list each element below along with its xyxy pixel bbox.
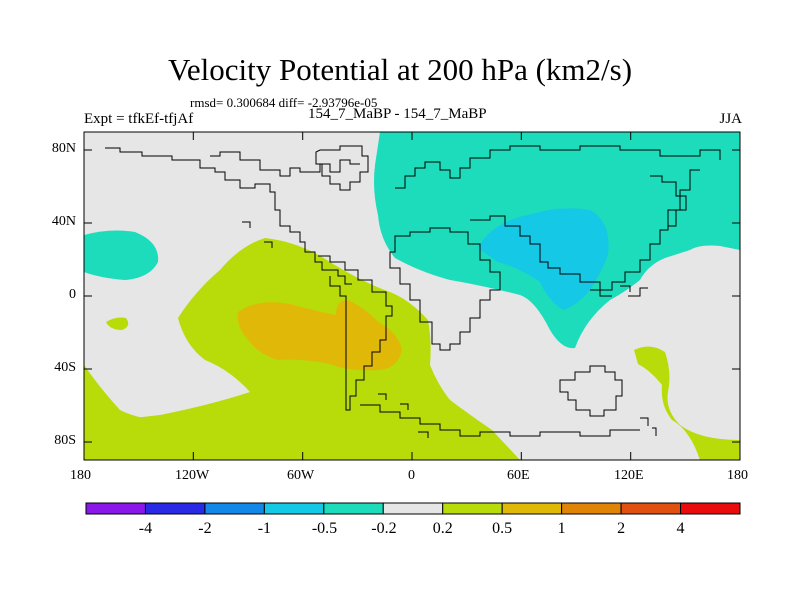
negative-region-west-pacific — [84, 230, 159, 280]
case-label: 154_7_MaBP - 154_7_MaBP — [308, 106, 487, 122]
positive-region-east-pacific — [106, 317, 129, 330]
y-axis-ticks — [84, 149, 740, 443]
x-axis-ticks — [83, 132, 741, 460]
coastline-north-america — [105, 147, 330, 271]
colorbar-label: 0.2 — [432, 520, 453, 537]
y-tick-label: 80S — [54, 433, 76, 448]
coastline-south-america — [318, 255, 393, 411]
colorbar-label: -0.5 — [311, 520, 338, 537]
coastline-australia — [559, 365, 623, 417]
x-tick-label: 0 — [408, 468, 415, 483]
colorbar-swatch — [561, 502, 622, 515]
colorbar-label: 2 — [617, 520, 626, 537]
coastline-siberia — [650, 175, 687, 227]
y-tick-label: 40N — [51, 214, 76, 229]
colorbar-label: -0.2 — [371, 520, 397, 537]
coastline-islands — [242, 221, 429, 438]
x-tick-label: 180 — [70, 468, 91, 483]
colorbar-swatch — [382, 502, 444, 515]
coastline-canada-north — [210, 151, 360, 177]
x-tick-label: 180 — [727, 468, 748, 483]
colorbar-swatch — [442, 502, 503, 515]
colorbar-label: -2 — [198, 520, 212, 537]
coastline-asia — [470, 169, 700, 291]
colorbar-swatch — [263, 502, 325, 515]
coastline-central-america — [330, 269, 352, 285]
colorbar-label: 0.5 — [492, 520, 513, 537]
colorbar-swatch — [204, 502, 265, 515]
colorbar-swatch — [620, 502, 682, 515]
coastline-africa — [389, 227, 501, 351]
negative-region-pacific — [705, 132, 740, 243]
experiment-label: Expt = tfkEf-tfjAf — [84, 111, 194, 127]
stats-text: rmsd= 0.300684 diff= -2.93796e-05 — [190, 95, 378, 110]
coastline-new-zealand — [640, 417, 657, 436]
x-tick-label: 60W — [287, 468, 315, 483]
colorbar-swatch — [501, 502, 563, 515]
positive-region-southeast — [634, 346, 740, 460]
strong-positive-core — [237, 300, 402, 371]
coastlines — [105, 145, 721, 438]
y-tick-label: 0 — [69, 287, 76, 302]
x-tick-label: 120W — [175, 468, 210, 483]
x-tick-label: 120E — [614, 468, 644, 483]
contour-fields — [84, 132, 740, 460]
colorbar-label: 4 — [676, 520, 685, 537]
coastline-indonesia — [590, 285, 648, 297]
colorbar-label: 1 — [557, 520, 566, 537]
colorbar-label: -1 — [257, 520, 272, 537]
y-tick-label: 80N — [51, 141, 76, 156]
colorbar-swatch — [144, 502, 206, 515]
colorbar-swatch — [323, 502, 384, 515]
strong-negative-core — [478, 208, 609, 310]
coastline-europe — [395, 145, 721, 189]
season-label: JJA — [719, 111, 742, 127]
coastline-antarctica — [360, 404, 640, 437]
x-tick-label: 60E — [507, 468, 530, 483]
coastline-greenland — [315, 145, 369, 191]
plot-title: Velocity Potential at 200 hPa (km2/s) — [167, 52, 633, 87]
colorbar — [85, 502, 741, 515]
colorbar-swatch — [85, 502, 146, 515]
colorbar-swatch — [680, 502, 741, 515]
y-tick-label: 40S — [54, 360, 76, 375]
colorbar-label: -4 — [138, 520, 153, 537]
